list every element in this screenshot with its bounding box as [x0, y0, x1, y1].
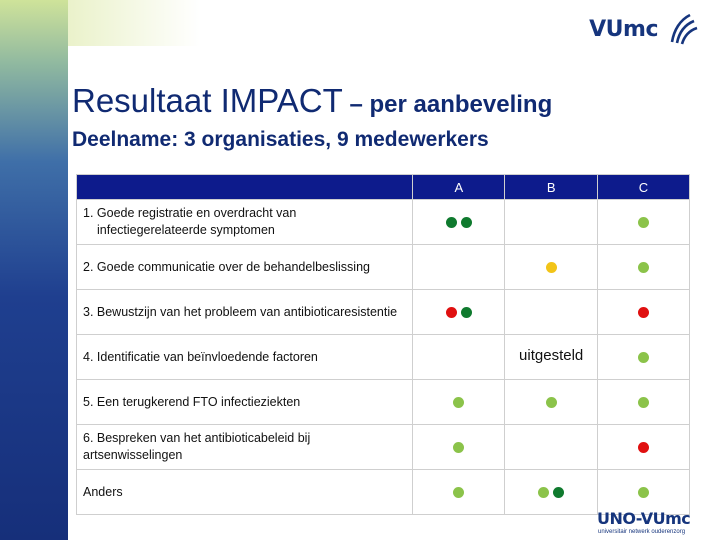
- row-label-line1: 2. Goede communicatie over de behandelbe…: [83, 259, 370, 274]
- header-b: B: [504, 174, 598, 200]
- cell-b: uitgesteld: [504, 334, 598, 380]
- cell-c: [596, 334, 691, 380]
- table-row: 5. Een terugkerend FTO infectieziekten: [75, 379, 691, 425]
- cell-c: [596, 379, 691, 425]
- table-row: 1. Goede registratie en overdracht van in…: [75, 199, 691, 245]
- light-green-dot-icon: [637, 217, 649, 229]
- red-dot-icon: [445, 307, 457, 319]
- row-label: 2. Goede communicatie over de behandelbe…: [75, 244, 414, 290]
- row-label: 1. Goede registratie en overdracht van in…: [75, 199, 414, 245]
- table-row: 6. Bespreken van het antibioticabeleid b…: [75, 424, 691, 470]
- title-main: Resultaat IMPACT: [72, 82, 343, 119]
- row-label-line1: Anders: [83, 484, 123, 499]
- logo-text: VUmc: [589, 16, 658, 42]
- cell-b: [504, 289, 598, 335]
- table-row: 4. Identificatie van beïnvloedende facto…: [75, 334, 691, 380]
- red-dot-icon: [637, 307, 649, 319]
- table-header-row: A B C: [75, 174, 691, 200]
- header-label: [75, 174, 414, 200]
- light-green-dot-icon: [453, 487, 465, 499]
- row-label-line2: artsenwisselingen: [83, 448, 183, 462]
- cell-b: [504, 424, 598, 470]
- light-green-dot-icon: [637, 397, 649, 409]
- vumc-logo: VUmc: [589, 12, 698, 46]
- row-label: 4. Identificatie van beïnvloedende facto…: [75, 334, 414, 380]
- light-green-dot-icon: [637, 487, 649, 499]
- row-label: 6. Bespreken van het antibioticabeleid b…: [75, 424, 414, 470]
- dark-green-dot-icon: [460, 217, 472, 229]
- cell-note: uitgesteld: [519, 346, 584, 364]
- title-sub: – per aanbeveling: [342, 91, 553, 118]
- dark-green-dot-icon: [553, 487, 565, 499]
- light-green-dot-icon: [453, 397, 465, 409]
- red-dot-icon: [637, 442, 649, 454]
- slide-subtitle: Deelname: 3 organisaties, 9 medewerkers: [72, 128, 489, 151]
- yellow-dot-icon: [545, 262, 557, 274]
- row-label-line2: infectiegerelateerde symptomen: [97, 223, 275, 237]
- light-green-dot-icon: [545, 397, 557, 409]
- cell-b: [504, 469, 598, 515]
- results-table: A B C 1. Goede registratie en overdracht…: [75, 174, 691, 515]
- cell-a: [412, 469, 506, 515]
- row-label-line1: 1. Goede registratie en overdracht van: [83, 206, 297, 220]
- dark-green-dot-icon: [445, 217, 457, 229]
- cell-c: [596, 199, 691, 245]
- row-label-line1: 3. Bewustzijn van het probleem van antib…: [83, 304, 398, 319]
- uno-vumc-logo: UNO-VUmc: [597, 509, 691, 528]
- cell-c: [596, 469, 691, 515]
- cell-c: [596, 424, 691, 470]
- row-label: 5. Een terugkerend FTO infectieziekten: [75, 379, 414, 425]
- slide-title: Resultaat IMPACT – per aanbeveling: [72, 82, 552, 120]
- row-label-line1: 4. Identificatie van beïnvloedende facto…: [83, 349, 318, 364]
- vumc-swoosh-icon: [670, 13, 698, 45]
- dark-green-dot-icon: [460, 307, 472, 319]
- cell-a: [412, 424, 506, 470]
- cell-c: [596, 289, 691, 335]
- uno-vumc-logo-sub: universitair netwerk ouderenzorg: [598, 529, 686, 535]
- table-row: 2. Goede communicatie over de behandelbe…: [75, 244, 691, 290]
- table-row: 3. Bewustzijn van het probleem van antib…: [75, 289, 691, 335]
- light-green-dot-icon: [538, 487, 550, 499]
- row-label-line1: 6. Bespreken van het antibioticabeleid b…: [83, 431, 311, 445]
- cell-a: [412, 289, 506, 335]
- cell-b: [504, 379, 598, 425]
- row-label-line1: 5. Een terugkerend FTO infectieziekten: [83, 394, 301, 409]
- table-row: Anders: [75, 469, 691, 515]
- light-green-dot-icon: [637, 352, 649, 364]
- row-label: 3. Bewustzijn van het probleem van antib…: [75, 289, 414, 335]
- cell-a: [412, 244, 506, 290]
- cell-b: [504, 244, 598, 290]
- cell-c: [596, 244, 691, 290]
- header-c: C: [596, 174, 691, 200]
- light-green-dot-icon: [453, 442, 465, 454]
- light-green-dot-icon: [637, 262, 649, 274]
- row-label: Anders: [75, 469, 414, 515]
- cell-a: [412, 199, 506, 245]
- cell-a: [412, 334, 506, 380]
- left-decorative-bar: [0, 0, 68, 540]
- cell-a: [412, 379, 506, 425]
- top-gradient-strip: [0, 0, 720, 46]
- cell-b: [504, 199, 598, 245]
- header-a: A: [412, 174, 506, 200]
